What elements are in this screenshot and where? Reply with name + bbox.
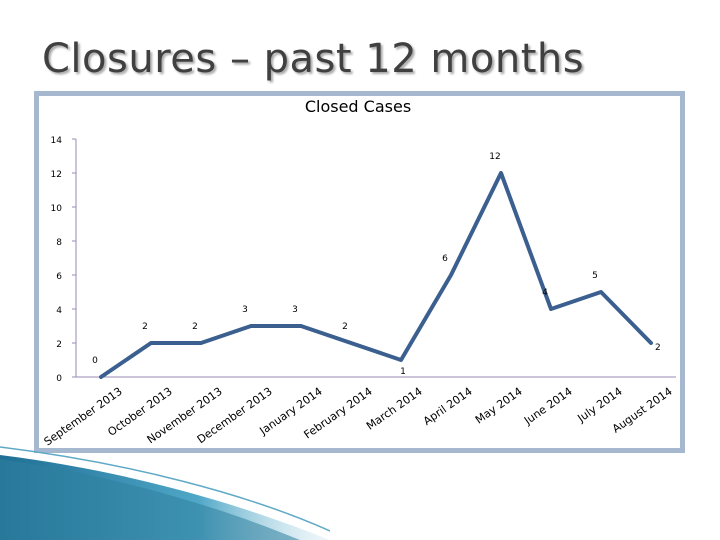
y-tick-label: 8 (56, 238, 62, 248)
y-tick-label: 6 (56, 272, 62, 282)
data-label: 12 (489, 152, 500, 162)
data-label: 4 (542, 288, 548, 298)
data-label: 1 (400, 367, 406, 377)
x-tick-label: June 2014 (521, 385, 575, 428)
y-tick-label: 12 (51, 170, 62, 180)
y-tick-label: 2 (56, 340, 62, 350)
x-tick-label: May 2014 (473, 385, 525, 427)
decorative-swoosh (0, 445, 330, 540)
y-tick-label: 0 (56, 374, 62, 384)
y-tick-labels: 0 2 4 6 8 10 12 14 (51, 136, 63, 384)
y-tick-label: 4 (56, 306, 62, 316)
chart-title: Closed Cases (305, 97, 411, 116)
y-tick-label: 14 (51, 136, 63, 146)
data-label: 6 (442, 254, 448, 264)
data-label: 3 (292, 305, 298, 315)
data-label: 2 (342, 322, 348, 332)
data-label: 3 (242, 305, 248, 315)
data-label: 5 (592, 271, 598, 281)
data-label: 2 (142, 322, 148, 332)
series-lines (101, 173, 651, 377)
data-label: 2 (655, 343, 661, 353)
x-tick-label: March 2014 (364, 385, 425, 433)
series-line (101, 173, 651, 377)
y-tick-label: 10 (51, 204, 63, 214)
data-label: 2 (192, 322, 198, 332)
x-tick-label: April 2014 (421, 385, 475, 428)
data-label: 0 (92, 356, 98, 366)
